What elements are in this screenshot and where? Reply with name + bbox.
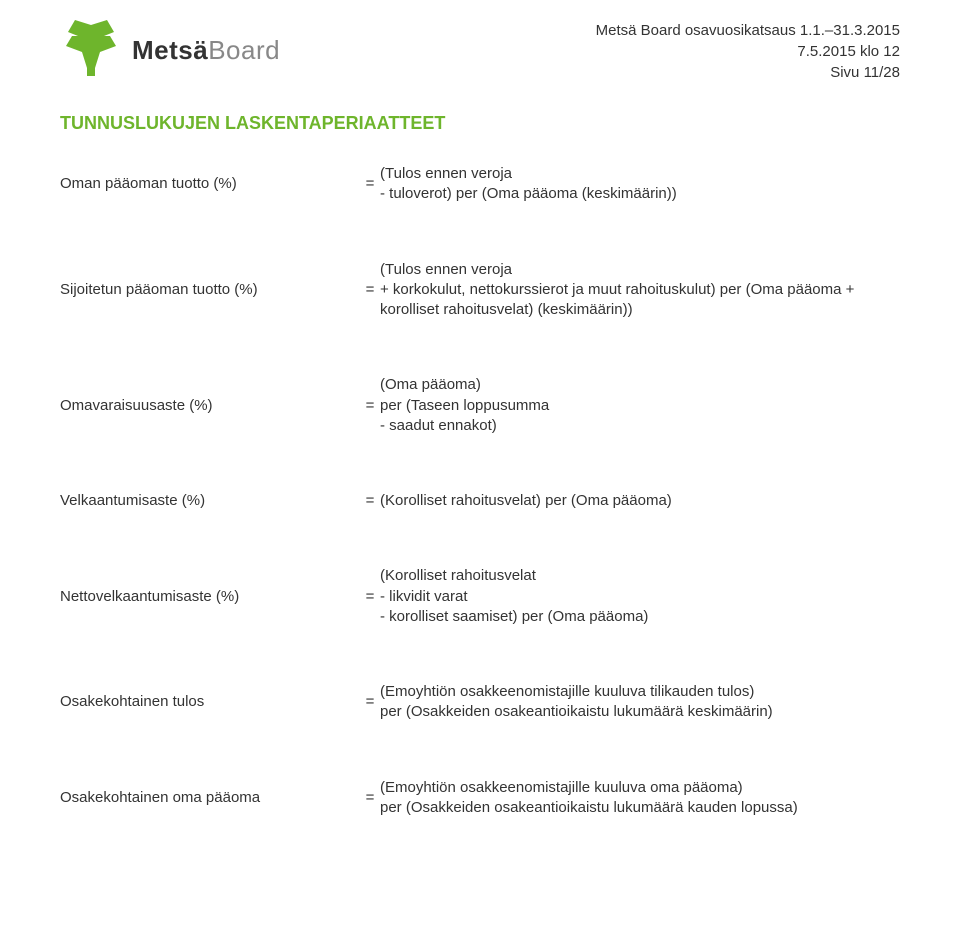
metric-formula: (Emoyhtiön osakkeenomistajille kuuluva t…: [380, 682, 900, 723]
metric-row: Nettovelkaantumisaste (%)=(Korolliset ra…: [60, 566, 900, 627]
meta-line-3: Sivu 11/28: [596, 62, 900, 83]
metric-row: Osakekohtainen tulos=(Emoyhtiön osakkeen…: [60, 682, 900, 723]
header-meta: Metsä Board osavuosikatsaus 1.1.–31.3.20…: [596, 20, 900, 83]
metric-row: Osakekohtainen oma pääoma=(Emoyhtiön osa…: [60, 778, 900, 819]
metric-formula: (Tulos ennen veroja + korkokulut, nettok…: [380, 260, 900, 321]
metric-formula: (Korolliset rahoitusvelat) per (Oma pääo…: [380, 491, 900, 511]
equals-sign: =: [360, 692, 380, 712]
meta-line-1: Metsä Board osavuosikatsaus 1.1.–31.3.20…: [596, 20, 900, 41]
metric-row: Omavaraisuusaste (%)=(Oma pääoma) per (T…: [60, 375, 900, 436]
meta-line-2: 7.5.2015 klo 12: [596, 41, 900, 62]
metric-label: Nettovelkaantumisaste (%): [60, 587, 360, 607]
metric-row: Velkaantumisaste (%)=(Korolliset rahoitu…: [60, 491, 900, 511]
logo-text: MetsäBoard: [132, 35, 280, 66]
logo-text-bold: Metsä: [132, 35, 208, 65]
metric-label: Oman pääoman tuotto (%): [60, 174, 360, 194]
equals-sign: =: [360, 587, 380, 607]
equals-sign: =: [360, 788, 380, 808]
equals-sign: =: [360, 491, 380, 511]
metric-formula: (Tulos ennen veroja - tuloverot) per (Om…: [380, 164, 900, 205]
metric-label: Omavaraisuusaste (%): [60, 396, 360, 416]
metric-row: Oman pääoman tuotto (%)=(Tulos ennen ver…: [60, 164, 900, 205]
page-header: MetsäBoard Metsä Board osavuosikatsaus 1…: [60, 20, 900, 83]
equals-sign: =: [360, 174, 380, 194]
metric-formula: (Emoyhtiön osakkeenomistajille kuuluva o…: [380, 778, 900, 819]
metric-label: Osakekohtainen tulos: [60, 692, 360, 712]
metric-row: Sijoitetun pääoman tuotto (%)=(Tulos enn…: [60, 260, 900, 321]
metric-formula: (Korolliset rahoitusvelat - likvidit var…: [380, 566, 900, 627]
metric-formula: (Oma pääoma) per (Taseen loppusumma - sa…: [380, 375, 900, 436]
section-title: TUNNUSLUKUJEN LASKENTAPERIAATTEET: [60, 113, 900, 134]
equals-sign: =: [360, 280, 380, 300]
logo-text-light: Board: [208, 35, 280, 65]
metric-label: Osakekohtainen oma pääoma: [60, 788, 360, 808]
logo-icon: [60, 20, 122, 81]
metric-label: Velkaantumisaste (%): [60, 491, 360, 511]
metrics-list: Oman pääoman tuotto (%)=(Tulos ennen ver…: [60, 164, 900, 818]
equals-sign: =: [360, 396, 380, 416]
logo: MetsäBoard: [60, 20, 280, 81]
metric-label: Sijoitetun pääoman tuotto (%): [60, 280, 360, 300]
